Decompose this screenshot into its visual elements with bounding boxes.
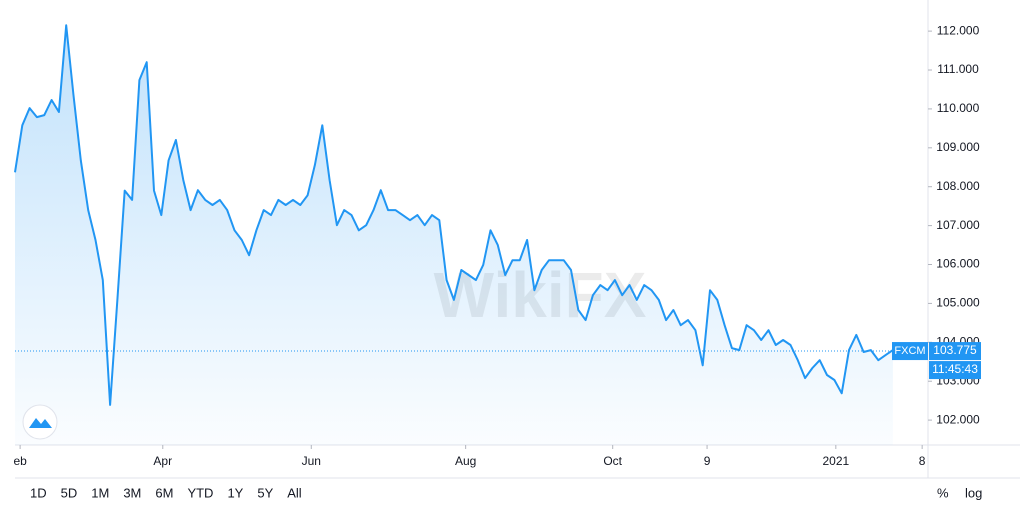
scale-option[interactable]: % <box>937 485 949 500</box>
range-button[interactable]: YTD <box>187 485 213 500</box>
y-tick-label: 111.000 <box>937 62 979 76</box>
symbol-label: FXCM <box>894 345 925 357</box>
x-tick-label: 9 <box>704 454 711 468</box>
y-tick-label: 102.000 <box>936 412 980 426</box>
y-tick-label: 108.000 <box>936 179 980 193</box>
range-button[interactable]: 5Y <box>257 485 273 500</box>
y-tick-label: 109.000 <box>936 140 980 154</box>
range-button[interactable]: 3M <box>123 485 141 500</box>
symbol-tag <box>892 342 928 361</box>
x-tick-label: eb <box>13 454 27 468</box>
x-tick-label: Aug <box>455 454 476 468</box>
range-button[interactable]: 1M <box>91 485 109 500</box>
range-button[interactable]: All <box>287 485 302 500</box>
y-tick-label: 105.000 <box>936 296 980 310</box>
range-button[interactable]: 5D <box>61 485 78 500</box>
x-tick-label: Jun <box>302 454 321 468</box>
countdown-label: 11:45:43 <box>932 362 978 376</box>
x-tick-label: Oct <box>603 454 622 468</box>
scale-option[interactable]: log <box>965 485 982 500</box>
price-line <box>14 24 894 406</box>
x-tick-label: 2021 <box>822 454 849 468</box>
range-button[interactable]: 6M <box>155 485 173 500</box>
countdown-tag <box>929 361 981 380</box>
range-button[interactable]: 1Y <box>227 485 243 500</box>
last-price-label: 103.775 <box>933 343 977 357</box>
y-tick-label: 106.000 <box>936 257 980 271</box>
x-tick-label: Apr <box>153 454 172 468</box>
logo <box>22 404 58 440</box>
last-price-tag <box>929 342 981 361</box>
y-tick-label: 110.000 <box>937 101 980 115</box>
area <box>15 25 893 446</box>
x-tick-label: 8 <box>919 454 926 468</box>
y-tick-label: 112.000 <box>937 23 980 37</box>
y-tick-label: 107.000 <box>936 218 980 232</box>
range-button[interactable]: 1D <box>30 485 47 500</box>
